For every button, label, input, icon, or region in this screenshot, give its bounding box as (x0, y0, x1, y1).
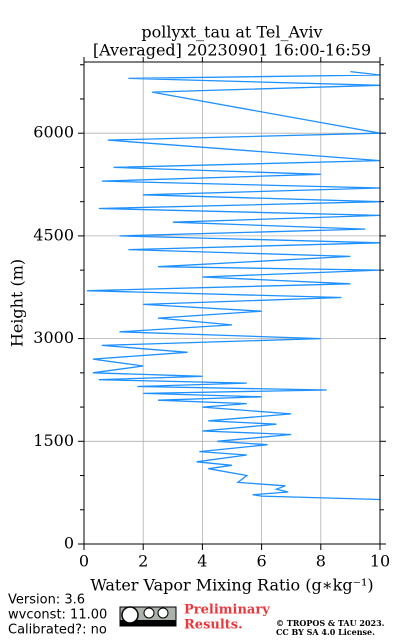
y-axis-label: Height (m) (8, 259, 27, 347)
calibrated: Calibrated?: no (8, 623, 107, 638)
version: Version: 3.6 (8, 593, 85, 608)
y-tick-label: 3000 (33, 328, 74, 347)
profile-line (86, 70, 381, 501)
x-tick-label: 4 (197, 552, 207, 571)
y-tick-label: 4500 (33, 225, 74, 244)
x-tick-label: 10 (370, 552, 390, 571)
x-axis-label: Water Vapor Mixing Ratio (g∗kg⁻¹) (90, 576, 373, 595)
preliminary: Preliminary (184, 603, 270, 618)
x-tick-label: 0 (79, 552, 89, 571)
plot-frame (83, 61, 381, 545)
y-tick-label: 1500 (33, 431, 74, 450)
wvconst: wvconst: 11.00 (8, 608, 107, 623)
y-tick-label: 0 (64, 534, 74, 553)
chart-title: [Averaged] 20230901 16:00-16:59 (93, 41, 371, 60)
x-tick-label: 8 (316, 552, 326, 571)
x-tick-label: 6 (257, 552, 267, 571)
x-tick-label: 2 (138, 552, 148, 571)
chart-title: pollyxt_tau at Tel_Aviv (141, 23, 322, 42)
copyright: © TROPOS & TAU 2023. (276, 618, 385, 628)
cc-logo (119, 606, 177, 627)
preliminary: Results. (184, 618, 243, 633)
y-tick-label: 6000 (33, 123, 74, 142)
copyright: CC BY SA 4.0 License. (276, 627, 375, 637)
